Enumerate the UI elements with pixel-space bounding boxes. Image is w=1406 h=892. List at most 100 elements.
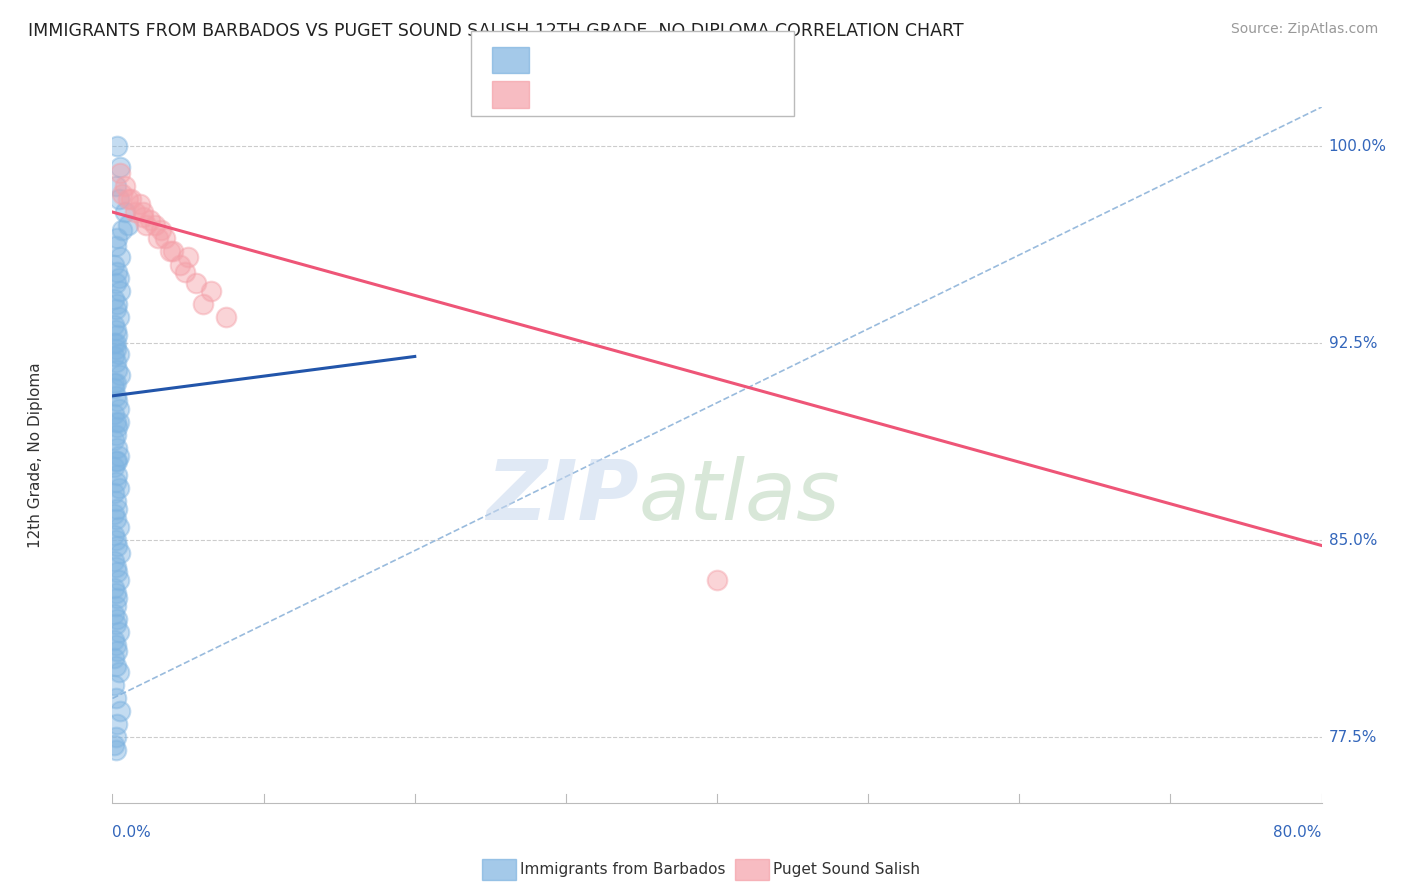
Point	[103, 434, 125, 448]
Text: Immigrants from Barbados: Immigrants from Barbados	[520, 863, 725, 877]
Point	[117, 192, 139, 206]
Point	[143, 218, 166, 232]
Point	[107, 310, 129, 324]
Point	[104, 494, 127, 508]
Text: 80.0%: 80.0%	[1274, 825, 1322, 840]
Text: 92.5%: 92.5%	[1329, 335, 1376, 351]
Point	[105, 420, 128, 434]
Point	[105, 643, 128, 657]
Point	[108, 166, 131, 180]
Point	[104, 323, 127, 337]
Text: N =: N =	[647, 86, 683, 103]
Point	[104, 336, 127, 351]
Point	[110, 223, 132, 237]
Point	[124, 205, 146, 219]
Point	[104, 428, 127, 442]
Point	[103, 554, 125, 568]
Point	[103, 633, 125, 648]
Point	[105, 612, 128, 626]
Point	[105, 362, 128, 376]
Point	[103, 318, 125, 332]
Point	[114, 205, 136, 219]
Point	[104, 355, 127, 369]
Point	[107, 665, 129, 679]
Point	[110, 186, 132, 201]
Point	[103, 486, 125, 500]
Point	[104, 512, 127, 526]
Point	[120, 192, 142, 206]
Point	[103, 381, 125, 395]
Point	[105, 265, 128, 279]
Point	[105, 328, 128, 343]
Text: ZIP: ZIP	[486, 456, 638, 537]
Point	[104, 617, 127, 632]
Text: 77.5%: 77.5%	[1329, 730, 1376, 745]
Point	[191, 297, 215, 311]
Point	[132, 205, 155, 219]
Text: N =: N =	[643, 51, 679, 69]
Point	[103, 350, 125, 364]
Point	[200, 284, 222, 298]
Point	[103, 376, 125, 390]
Point	[117, 218, 139, 232]
Point	[104, 559, 127, 574]
Point	[104, 302, 127, 317]
Point	[103, 651, 125, 665]
Text: 85.0%: 85.0%	[1329, 533, 1376, 548]
Text: 0.031: 0.031	[583, 51, 636, 69]
Text: 0.0%: 0.0%	[112, 825, 152, 840]
Point	[104, 178, 127, 193]
Text: Puget Sound Salish: Puget Sound Salish	[773, 863, 921, 877]
Point	[108, 368, 131, 382]
Point	[107, 415, 129, 429]
Point	[105, 591, 128, 605]
Point	[128, 197, 150, 211]
Point	[174, 265, 197, 279]
Point	[105, 442, 128, 456]
Point	[706, 573, 728, 587]
Point	[108, 704, 131, 718]
Point	[107, 401, 129, 416]
Text: 12th Grade, No Diploma: 12th Grade, No Diploma	[28, 362, 42, 548]
Point	[103, 407, 125, 421]
Point	[105, 139, 128, 153]
Point	[108, 161, 131, 175]
Point	[104, 690, 127, 705]
Point	[104, 415, 127, 429]
Point	[104, 533, 127, 548]
Point	[107, 192, 129, 206]
Point	[184, 276, 207, 290]
Point	[104, 454, 127, 468]
Text: IMMIGRANTS FROM BARBADOS VS PUGET SOUND SALISH 12TH GRADE, NO DIPLOMA CORRELATIO: IMMIGRANTS FROM BARBADOS VS PUGET SOUND …	[28, 22, 963, 40]
Point	[105, 501, 128, 516]
Point	[107, 573, 129, 587]
Point	[108, 546, 131, 560]
Point	[149, 223, 172, 237]
Point	[104, 376, 127, 390]
Point	[155, 231, 177, 245]
Text: Source: ZipAtlas.com: Source: ZipAtlas.com	[1230, 22, 1378, 37]
Point	[103, 507, 125, 521]
Point	[105, 467, 128, 482]
Point	[108, 284, 131, 298]
Text: atlas: atlas	[638, 456, 841, 537]
Point	[132, 211, 155, 225]
Point	[103, 607, 125, 621]
Point	[103, 258, 125, 272]
Point	[104, 239, 127, 253]
Point	[103, 678, 125, 692]
Text: R =: R =	[534, 51, 571, 69]
Text: R =: R =	[534, 86, 571, 103]
Point	[107, 449, 129, 463]
Point	[104, 659, 127, 673]
Point	[215, 310, 238, 324]
Point	[103, 528, 125, 542]
Point	[107, 520, 129, 534]
Point	[103, 336, 125, 351]
Point	[103, 292, 125, 306]
Point	[105, 539, 128, 553]
Point	[114, 178, 136, 193]
Point	[105, 717, 128, 731]
Point	[146, 231, 169, 245]
Point	[105, 565, 128, 579]
